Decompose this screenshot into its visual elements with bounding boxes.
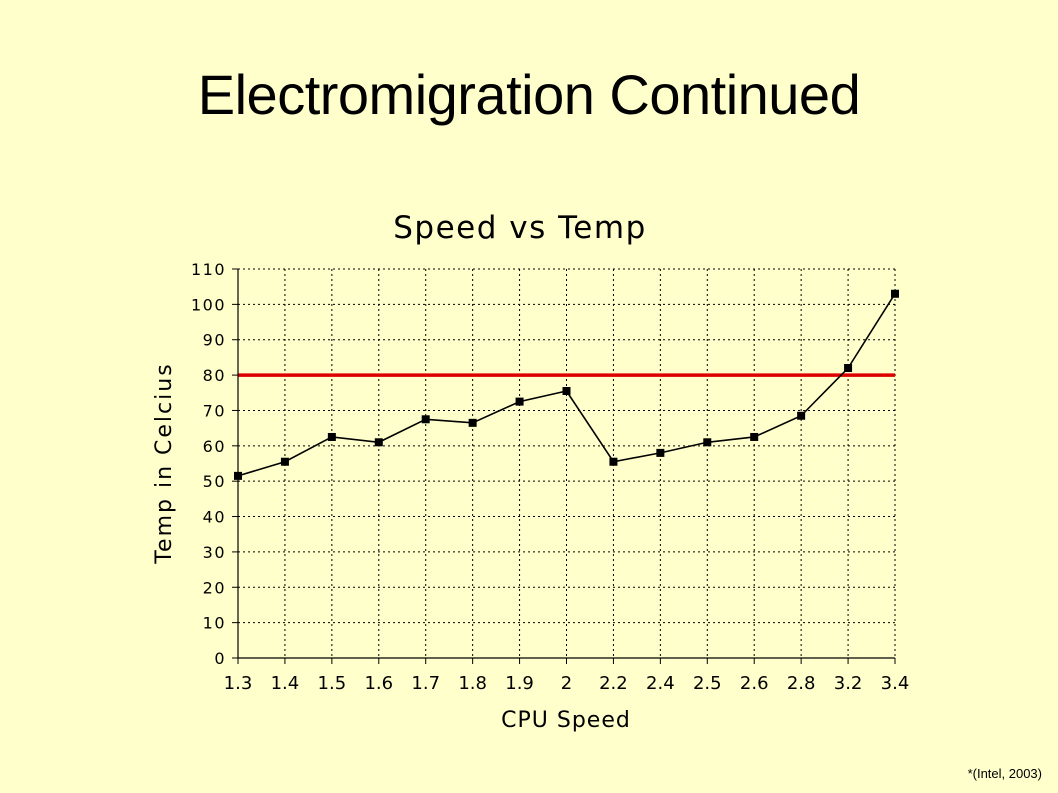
data-point <box>656 448 665 457</box>
data-point <box>468 418 477 427</box>
x-axis-label: CPU Speed <box>501 708 631 733</box>
x-tick-label: 1.8 <box>458 673 487 694</box>
x-tick-label: 2.4 <box>646 673 675 694</box>
data-point <box>421 415 430 424</box>
data-point <box>515 397 524 406</box>
x-tick-label: 2.2 <box>599 673 628 694</box>
x-tick-label: 2.5 <box>693 673 722 694</box>
data-point <box>750 432 759 441</box>
x-tick-label: 1.3 <box>224 673 253 694</box>
data-point <box>374 438 383 447</box>
y-tick-label: 110 <box>191 260 226 279</box>
slide-title: Electromigration Continued <box>197 63 861 126</box>
x-tick-label: 3.4 <box>881 673 910 694</box>
y-tick-label: 60 <box>203 437 226 456</box>
x-tick-label: 1.4 <box>271 673 300 694</box>
y-tick-label: 10 <box>203 614 226 633</box>
y-tick-label: 70 <box>203 401 226 420</box>
x-tick-label: 1.7 <box>411 673 440 694</box>
y-tick-label: 40 <box>203 508 226 527</box>
y-tick-label: 30 <box>203 543 226 562</box>
x-tick-label: 2.6 <box>740 673 769 694</box>
y-tick-label: 80 <box>203 366 226 385</box>
data-point <box>609 457 618 466</box>
data-point <box>703 438 712 447</box>
x-tick-label: 2 <box>561 673 572 694</box>
data-point <box>797 411 806 420</box>
chart-title: Speed vs Temp <box>393 210 647 246</box>
x-tick-label: 3.2 <box>834 673 863 694</box>
y-tick-label: 20 <box>203 578 226 597</box>
y-tick-label: 90 <box>203 331 226 350</box>
grid-layer <box>238 268 896 658</box>
x-tick-label: 1.6 <box>364 673 393 694</box>
data-point <box>562 387 571 396</box>
y-tick-label: 0 <box>214 649 226 668</box>
data-point <box>327 432 336 441</box>
x-tick-label: 1.5 <box>318 673 347 694</box>
data-point <box>280 457 289 466</box>
citation: *(Intel, 2003) <box>967 766 1042 781</box>
data-point <box>844 364 853 373</box>
data-point <box>891 289 899 298</box>
y-tick-label: 100 <box>191 295 226 314</box>
y-tick-label: 50 <box>203 472 226 491</box>
x-tick-label: 2.8 <box>787 673 816 694</box>
x-tick-label: 1.9 <box>505 673 534 694</box>
axis-layer: 0 10 20 30 40 50 60 70 80 90 100 110 1.3 1.4 1.5 1.6 1.7… <box>191 260 909 694</box>
y-axis-label: Temp in Celcius <box>152 362 177 564</box>
